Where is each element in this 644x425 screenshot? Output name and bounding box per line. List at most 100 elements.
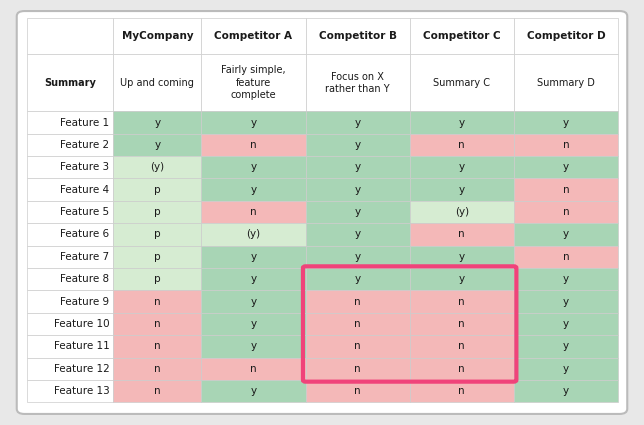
Bar — [410, 335, 514, 357]
Bar — [305, 246, 410, 268]
Text: Feature 10: Feature 10 — [54, 319, 109, 329]
Text: Feature 13: Feature 13 — [53, 386, 109, 396]
Bar — [305, 290, 410, 313]
Bar — [514, 54, 618, 111]
Text: n: n — [459, 319, 465, 329]
Bar — [305, 335, 410, 357]
Text: n: n — [250, 364, 257, 374]
Bar — [514, 156, 618, 178]
Bar — [113, 201, 202, 223]
Bar — [27, 111, 113, 134]
Text: n: n — [459, 140, 465, 150]
Bar — [514, 134, 618, 156]
Text: y: y — [355, 274, 361, 284]
Bar — [113, 313, 202, 335]
Bar — [27, 178, 113, 201]
Bar — [410, 223, 514, 246]
Text: y: y — [459, 162, 465, 172]
Text: Feature 5: Feature 5 — [61, 207, 109, 217]
Text: p: p — [154, 207, 160, 217]
Bar — [410, 178, 514, 201]
Bar — [113, 335, 202, 357]
Text: y: y — [563, 274, 569, 284]
Bar — [113, 18, 202, 54]
Bar — [202, 18, 305, 54]
Bar — [27, 201, 113, 223]
Bar — [27, 156, 113, 178]
Text: n: n — [354, 386, 361, 396]
Text: Feature 7: Feature 7 — [61, 252, 109, 262]
Bar — [410, 380, 514, 402]
Text: y: y — [563, 162, 569, 172]
Bar — [27, 54, 113, 111]
Text: Competitor C: Competitor C — [423, 31, 500, 41]
Bar — [27, 246, 113, 268]
Text: p: p — [154, 230, 160, 239]
Text: y: y — [355, 185, 361, 195]
Text: Feature 9: Feature 9 — [61, 297, 109, 306]
Text: y: y — [251, 118, 256, 128]
Text: (y): (y) — [150, 162, 164, 172]
Bar — [514, 223, 618, 246]
Bar — [202, 54, 305, 111]
Bar — [514, 201, 618, 223]
Bar — [113, 156, 202, 178]
Bar — [113, 178, 202, 201]
Text: Competitor D: Competitor D — [527, 31, 605, 41]
Text: n: n — [354, 364, 361, 374]
Bar — [305, 223, 410, 246]
Bar — [113, 111, 202, 134]
Bar — [410, 290, 514, 313]
Text: n: n — [459, 364, 465, 374]
Text: p: p — [154, 252, 160, 262]
Bar — [113, 290, 202, 313]
Text: y: y — [563, 297, 569, 306]
Bar — [113, 268, 202, 290]
Bar — [410, 313, 514, 335]
Bar — [410, 134, 514, 156]
Bar — [514, 18, 618, 54]
Bar — [27, 335, 113, 357]
Bar — [410, 54, 514, 111]
Text: Feature 2: Feature 2 — [61, 140, 109, 150]
Bar — [305, 380, 410, 402]
Text: y: y — [563, 319, 569, 329]
Text: Feature 4: Feature 4 — [61, 185, 109, 195]
Bar — [305, 178, 410, 201]
Bar — [514, 290, 618, 313]
Bar — [27, 290, 113, 313]
Text: Feature 11: Feature 11 — [53, 341, 109, 351]
Text: y: y — [355, 140, 361, 150]
Bar — [202, 223, 305, 246]
Text: y: y — [251, 319, 256, 329]
Text: y: y — [563, 230, 569, 239]
Text: n: n — [154, 319, 160, 329]
Bar — [27, 223, 113, 246]
Text: Feature 8: Feature 8 — [61, 274, 109, 284]
Text: n: n — [563, 207, 569, 217]
Bar — [27, 134, 113, 156]
Text: Feature 3: Feature 3 — [61, 162, 109, 172]
Text: n: n — [354, 297, 361, 306]
Bar — [305, 111, 410, 134]
Text: Competitor B: Competitor B — [319, 31, 397, 41]
Text: p: p — [154, 185, 160, 195]
Text: Focus on X
rather than Y: Focus on X rather than Y — [325, 72, 390, 94]
Bar — [202, 156, 305, 178]
Bar — [113, 380, 202, 402]
Bar — [113, 357, 202, 380]
Bar — [202, 290, 305, 313]
Text: n: n — [154, 341, 160, 351]
Text: (y): (y) — [247, 230, 261, 239]
Bar — [514, 335, 618, 357]
Text: y: y — [563, 118, 569, 128]
Bar — [202, 201, 305, 223]
Text: n: n — [250, 140, 257, 150]
Bar — [202, 380, 305, 402]
Bar — [514, 268, 618, 290]
Text: Summary C: Summary C — [433, 78, 490, 88]
Bar — [410, 268, 514, 290]
Bar — [27, 18, 113, 54]
Bar — [410, 156, 514, 178]
Text: n: n — [250, 207, 257, 217]
